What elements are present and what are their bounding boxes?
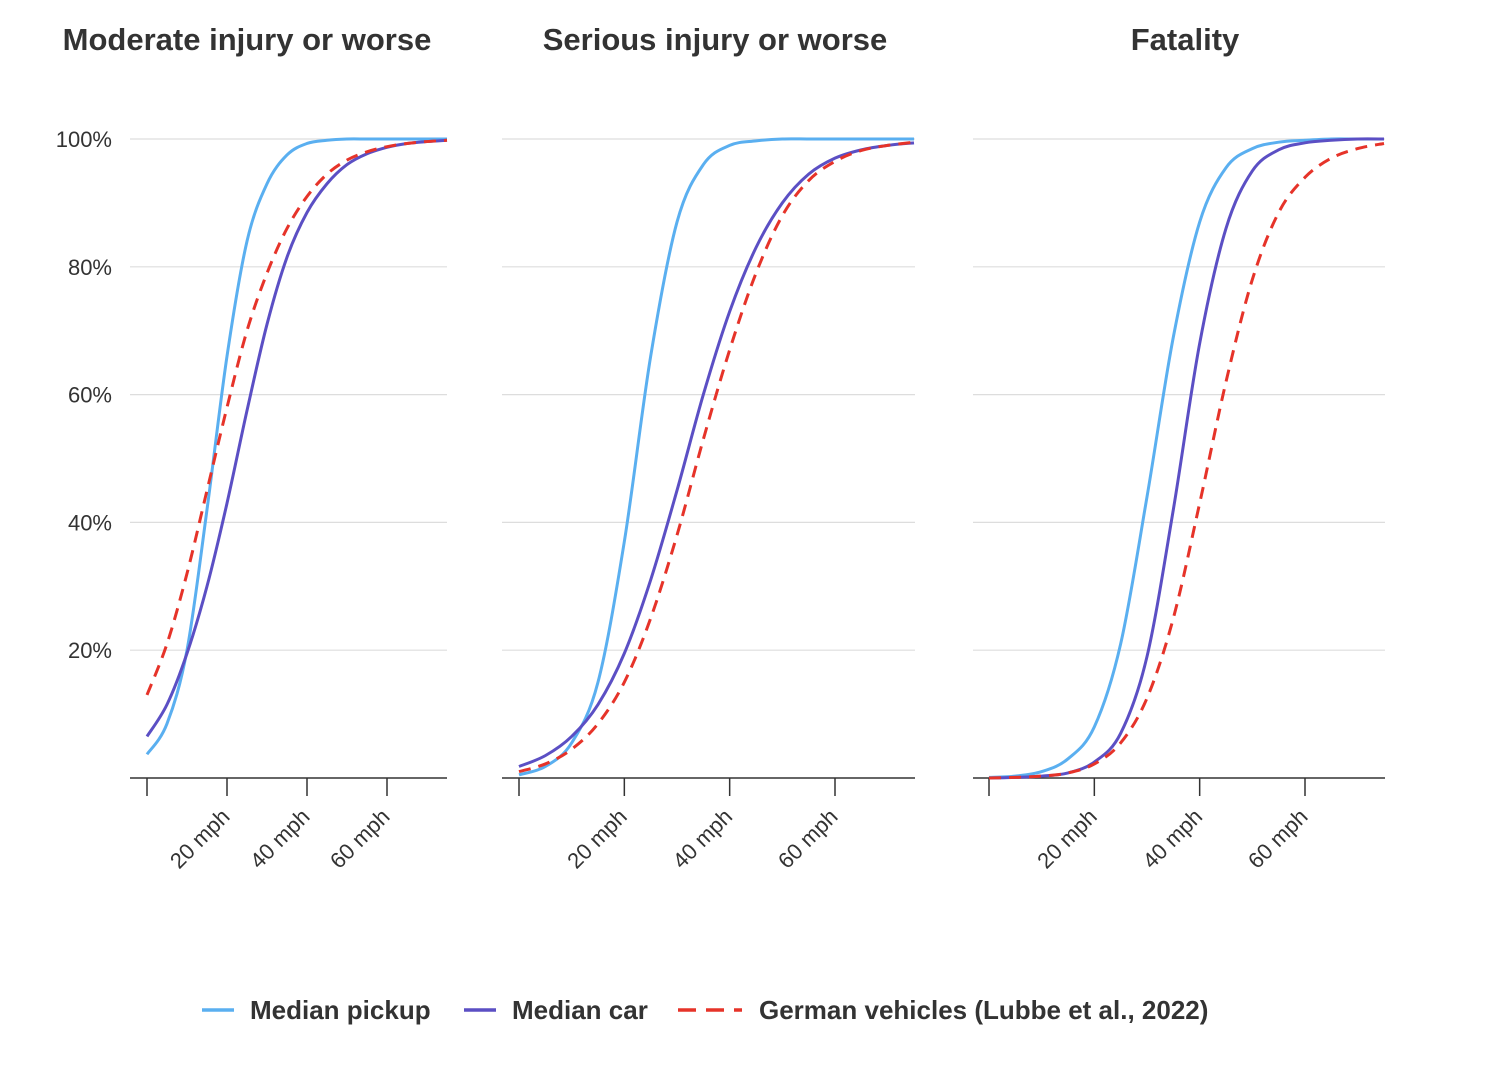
legend-label-median-pickup: Median pickup — [250, 995, 431, 1025]
panel-title: Fatality — [1131, 22, 1240, 57]
series-line-german-vehicles — [988, 141, 1385, 780]
panel-moderate-injury-or-worse: Moderate injury or worse 20% 40% 60% 80% 100%… — [56, 22, 448, 874]
panel-fatality: Fatality 20 mph 40 mph 60 mph — [973, 22, 1385, 873]
x-tick-label: 60 mph — [1243, 804, 1313, 874]
y-tick-label: 20% — [68, 638, 112, 663]
panel-title: Serious injury or worse — [543, 22, 888, 57]
series-line-german-vehicles — [145, 138, 448, 696]
x-tick-label: 20 mph — [562, 804, 632, 874]
panel-serious-injury-or-worse: Serious injury or worse 20 mph 40 mph 60 mp… — [502, 22, 915, 873]
series-line-median-car — [988, 137, 1385, 780]
series-line-median-pickup — [145, 137, 447, 756]
x-tick-label: 60 mph — [325, 804, 395, 874]
y-tick-label: 60% — [68, 383, 112, 408]
legend-label-median-car: Median car — [512, 995, 648, 1025]
x-tick-label: 40 mph — [245, 804, 315, 874]
x-tick-label: 60 mph — [773, 804, 843, 874]
x-tick-label: 20 mph — [165, 804, 235, 874]
series-line-median-car — [145, 138, 448, 738]
x-tick-label: 40 mph — [1138, 804, 1208, 874]
x-tick-label: 20 mph — [1032, 804, 1102, 874]
x-tick-label: 40 mph — [668, 804, 738, 874]
y-tick-label: 40% — [68, 510, 112, 535]
series-line-median-pickup — [518, 137, 914, 777]
y-tick-label: 80% — [68, 255, 112, 280]
series-line-german-vehicles — [518, 140, 915, 774]
series-line-median-car — [518, 141, 915, 768]
legend-label-german-vehicles: German vehicles (Lubbe et al., 2022) — [759, 995, 1208, 1025]
panel-title: Moderate injury or worse — [63, 22, 432, 57]
y-tick-label: 100% — [56, 127, 112, 152]
series-line-median-pickup — [988, 137, 1384, 779]
legend: Median pickup Median car German vehicles (… — [202, 995, 1208, 1025]
